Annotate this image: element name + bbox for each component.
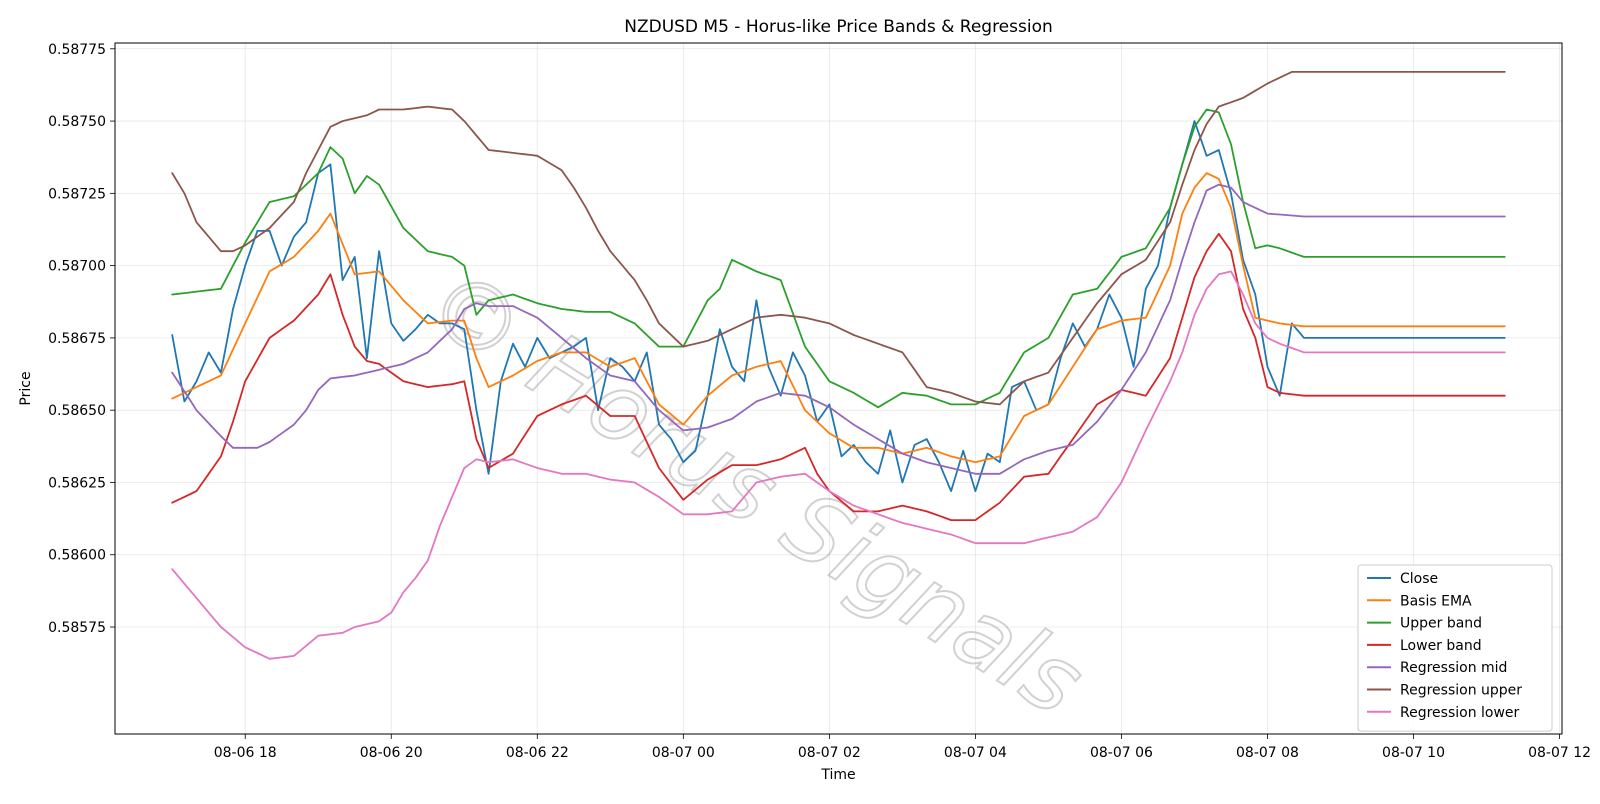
series-line-regression-mid (171, 183, 1506, 475)
x-tick-label: 08-07 06 (1090, 745, 1153, 761)
series-line-regression-upper (171, 71, 1506, 406)
x-axis-ticks: 08-06 18 08-06 20 08-06 22 08-07 00 08-07 02… (214, 734, 1591, 761)
x-tick-label: 08-07 04 (944, 745, 1007, 761)
legend-label: Upper band (1400, 616, 1482, 632)
y-tick-label: 0.58750 (48, 114, 106, 130)
series-line-lower-band (171, 232, 1506, 521)
y-tick-label: 0.58725 (48, 186, 106, 202)
chart-title: NZDUSD M5 - Horus-like Price Bands & Reg… (624, 17, 1053, 37)
x-tick-label: 08-07 08 (1236, 745, 1299, 761)
x-tick-label: 08-07 10 (1382, 745, 1445, 761)
legend-label: Regression upper (1400, 683, 1522, 699)
series-line-basis-ema (171, 172, 1506, 464)
legend: Close Basis EMA Upper band Lower band Regres… (1357, 564, 1553, 732)
plot-area-frame (114, 42, 1563, 735)
legend-label: Regression lower (1400, 705, 1520, 721)
series-lines (171, 71, 1506, 660)
x-tick-label: 08-06 18 (214, 745, 277, 761)
y-tick-label: 0.58575 (48, 620, 106, 636)
series-line-close (171, 120, 1506, 492)
legend-label: Regression mid (1400, 660, 1507, 676)
y-tick-label: 0.58600 (48, 548, 106, 564)
series-line-regression-lower (171, 270, 1506, 660)
x-tick-label: 08-06 20 (360, 745, 423, 761)
y-axis-ticks: 0.58575 0.58600 0.58625 0.58650 0.58675 0.587… (48, 42, 115, 636)
y-tick-label: 0.58650 (48, 403, 106, 419)
y-axis-title: Price (18, 371, 34, 405)
y-tick-label: 0.58675 (48, 331, 106, 347)
x-tick-label: 08-07 12 (1528, 745, 1591, 761)
x-tick-label: 08-07 02 (798, 745, 861, 761)
x-tick-label: 08-07 00 (652, 745, 715, 761)
y-tick-label: 0.58775 (48, 42, 106, 58)
grid (115, 43, 1562, 734)
y-tick-label: 0.58700 (48, 259, 106, 275)
legend-label: Close (1400, 571, 1438, 587)
legend-label: Basis EMA (1400, 593, 1472, 609)
x-axis-title: Time (820, 767, 855, 783)
series-line-upper-band (171, 108, 1506, 409)
x-tick-label: 08-06 22 (506, 745, 569, 761)
legend-box (1357, 564, 1553, 732)
legend-label: Lower band (1400, 638, 1482, 654)
y-tick-label: 0.58625 (48, 475, 106, 491)
